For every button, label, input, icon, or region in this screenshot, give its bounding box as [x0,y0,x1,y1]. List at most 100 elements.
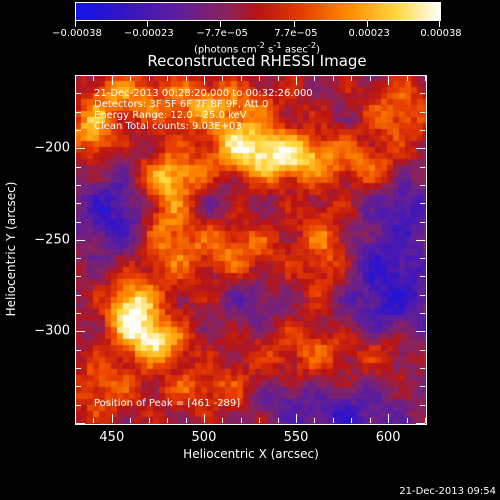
y-tick-right [420,184,425,186]
x-tick [314,418,316,423]
y-tick-right [420,75,425,76]
y-tick [76,331,85,333]
y-tick-right [420,349,425,351]
x-tick-top [369,76,371,81]
y-tick [76,386,81,388]
y-tick-right [420,368,425,370]
annotation-energy-range: Energy Range: 12.0 - 25.0 keV [94,110,247,121]
x-tick [240,418,242,423]
annotation-clean-counts: Clean Total counts: 9.03E+03 [94,121,242,132]
x-tick-label: 450 [99,430,125,445]
y-tick-label: −250 [34,232,70,248]
x-tick [111,414,113,423]
annotation-peak-position: Position of Peak = [461 -289] [94,398,241,409]
x-tick-label: 550 [283,430,309,445]
x-tick [406,418,408,423]
y-tick [76,313,81,315]
colorbar-tick [367,21,369,27]
y-tick [76,203,81,205]
y-tick-right [420,129,425,131]
x-tick [259,418,261,423]
footer-timestamp: 21-Dec-2013 09:54 [399,486,496,497]
y-tick-right [420,93,425,95]
heatmap-image [75,75,427,425]
colorbar-tick-label: −0.00023 [123,28,174,39]
x-tick-top [406,76,408,81]
colorbar-tick [439,21,440,27]
colorbar-tick-label: 7.7e−05 [274,28,318,39]
x-tick-top [93,76,95,81]
y-tick [76,221,81,223]
x-tick [185,418,187,423]
colorbar-units: (photons cm-2 s-1 asec-2) [193,40,321,56]
y-tick-right [416,423,425,424]
y-tick [76,166,81,168]
y-tick [76,258,81,260]
x-tick [222,418,224,423]
x-tick [296,414,298,423]
y-tick [76,148,85,150]
x-tick [388,414,390,423]
y-tick [76,423,85,424]
x-tick [130,418,132,423]
colorbar-tick-label: −0.00038 [52,28,102,39]
x-tick-top [425,76,426,81]
x-tick-top [111,76,113,85]
y-tick [76,404,81,406]
colorbar-tick [75,21,76,27]
x-tick [369,418,371,423]
x-tick-top [203,76,205,85]
y-tick-right [416,239,425,241]
y-tick [76,93,81,95]
y-tick [76,129,81,131]
y-tick [76,184,81,186]
x-tick-top [259,76,261,81]
y-tick-right [420,313,425,315]
x-tick-top [167,76,169,81]
x-tick-top [222,76,224,81]
y-tick [76,111,81,113]
x-tick-top [277,76,279,81]
y-tick-right [420,258,425,260]
y-tick-right [420,203,425,205]
x-tick-top [130,76,132,81]
y-tick [76,276,81,278]
y-tick-right [416,331,425,333]
x-tick [93,418,95,423]
x-tick [332,418,334,423]
x-tick-top [296,76,298,85]
y-axis-label: Heliocentric Y (arcsec) [4,181,18,317]
colorbar-tick [293,21,295,27]
y-tick [76,368,81,370]
x-tick [277,418,279,423]
x-tick-top [148,76,150,81]
x-tick [167,418,169,423]
y-tick [76,294,81,296]
y-tick-right [420,111,425,113]
x-tick-top [185,76,187,81]
y-tick-right [420,294,425,296]
colorbar [75,2,441,21]
y-tick-label: −300 [34,323,70,339]
x-axis-label: Heliocentric X (arcsec) [183,447,319,461]
y-tick-right [420,386,425,388]
y-tick-right [420,276,425,278]
x-tick-top [240,76,242,81]
colorbar-tick-label: −7.7e−05 [196,28,248,39]
y-tick-label: −200 [34,140,70,156]
y-tick [76,349,81,351]
x-tick-top [332,76,334,81]
x-tick-label: 500 [191,430,217,445]
y-tick-right [416,148,425,150]
x-tick [351,418,353,423]
y-tick-right [420,166,425,168]
y-tick [76,239,85,241]
x-tick [425,418,426,423]
y-tick-right [420,221,425,223]
colorbar-tick [220,21,222,27]
x-tick [75,418,76,423]
y-tick [76,75,81,76]
chart-title: Reconstructed RHESSI Image [147,52,367,70]
annotation-time-range: 21-Dec-2013 00:28:20.000 to 00:32:26.000 [94,88,313,99]
x-tick-top [388,76,390,85]
